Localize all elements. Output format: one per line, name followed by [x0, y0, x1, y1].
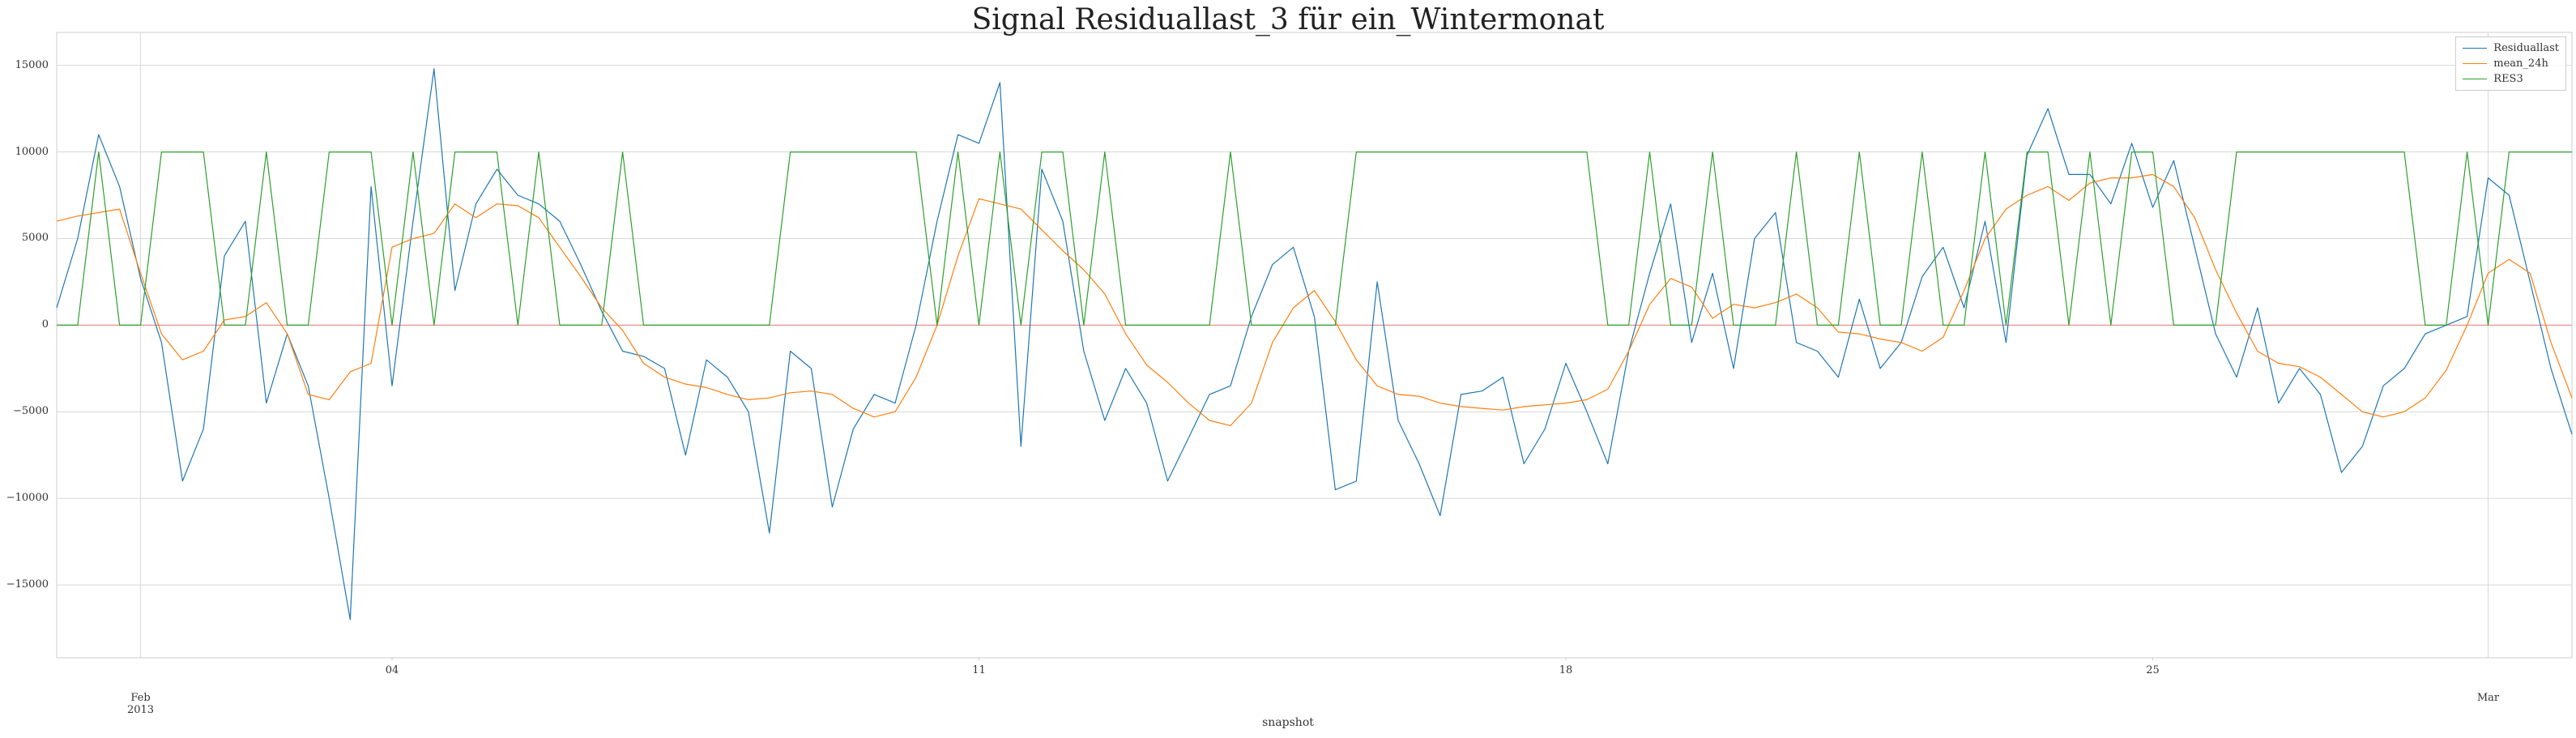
y-tick-label: 0	[41, 318, 49, 331]
legend-label: Residuallast	[2493, 42, 2559, 54]
plot-frame	[56, 32, 2573, 659]
y-tick-label: −15000	[6, 578, 49, 591]
legend-entry: Residuallast	[2463, 41, 2559, 56]
x-tick-label: 18	[1559, 664, 1573, 676]
legend-label: mean_24h	[2493, 58, 2548, 70]
series-line	[56, 173, 2573, 426]
x-tick-label: Mar	[2476, 692, 2500, 704]
chart-title: Signal Residuallast_3 für ein_Wintermona…	[971, 3, 1605, 36]
x-tick-label: Feb 2013	[126, 692, 155, 716]
x-tick-label: 25	[2146, 664, 2160, 676]
y-tick-label: 10000	[15, 145, 49, 158]
y-tick-label: 5000	[21, 232, 49, 245]
legend-entry: mean_24h	[2463, 56, 2559, 71]
y-tick-label: −10000	[6, 492, 49, 505]
y-tick-label: 15000	[15, 58, 49, 71]
x-tick-label: 11	[972, 664, 986, 676]
series-line	[57, 151, 2572, 326]
x-axis-label: snapshot	[1262, 716, 1314, 729]
y-tick-label: −5000	[13, 405, 49, 418]
x-tick-label: 04	[385, 664, 399, 676]
legend-swatch	[2463, 48, 2488, 49]
legend-label: RES3	[2493, 73, 2523, 85]
series-line	[56, 68, 2573, 621]
legend-entry: RES3	[2463, 71, 2559, 87]
legend-swatch	[2463, 63, 2488, 64]
legend: Residuallast mean_24h RES3	[2455, 36, 2566, 91]
